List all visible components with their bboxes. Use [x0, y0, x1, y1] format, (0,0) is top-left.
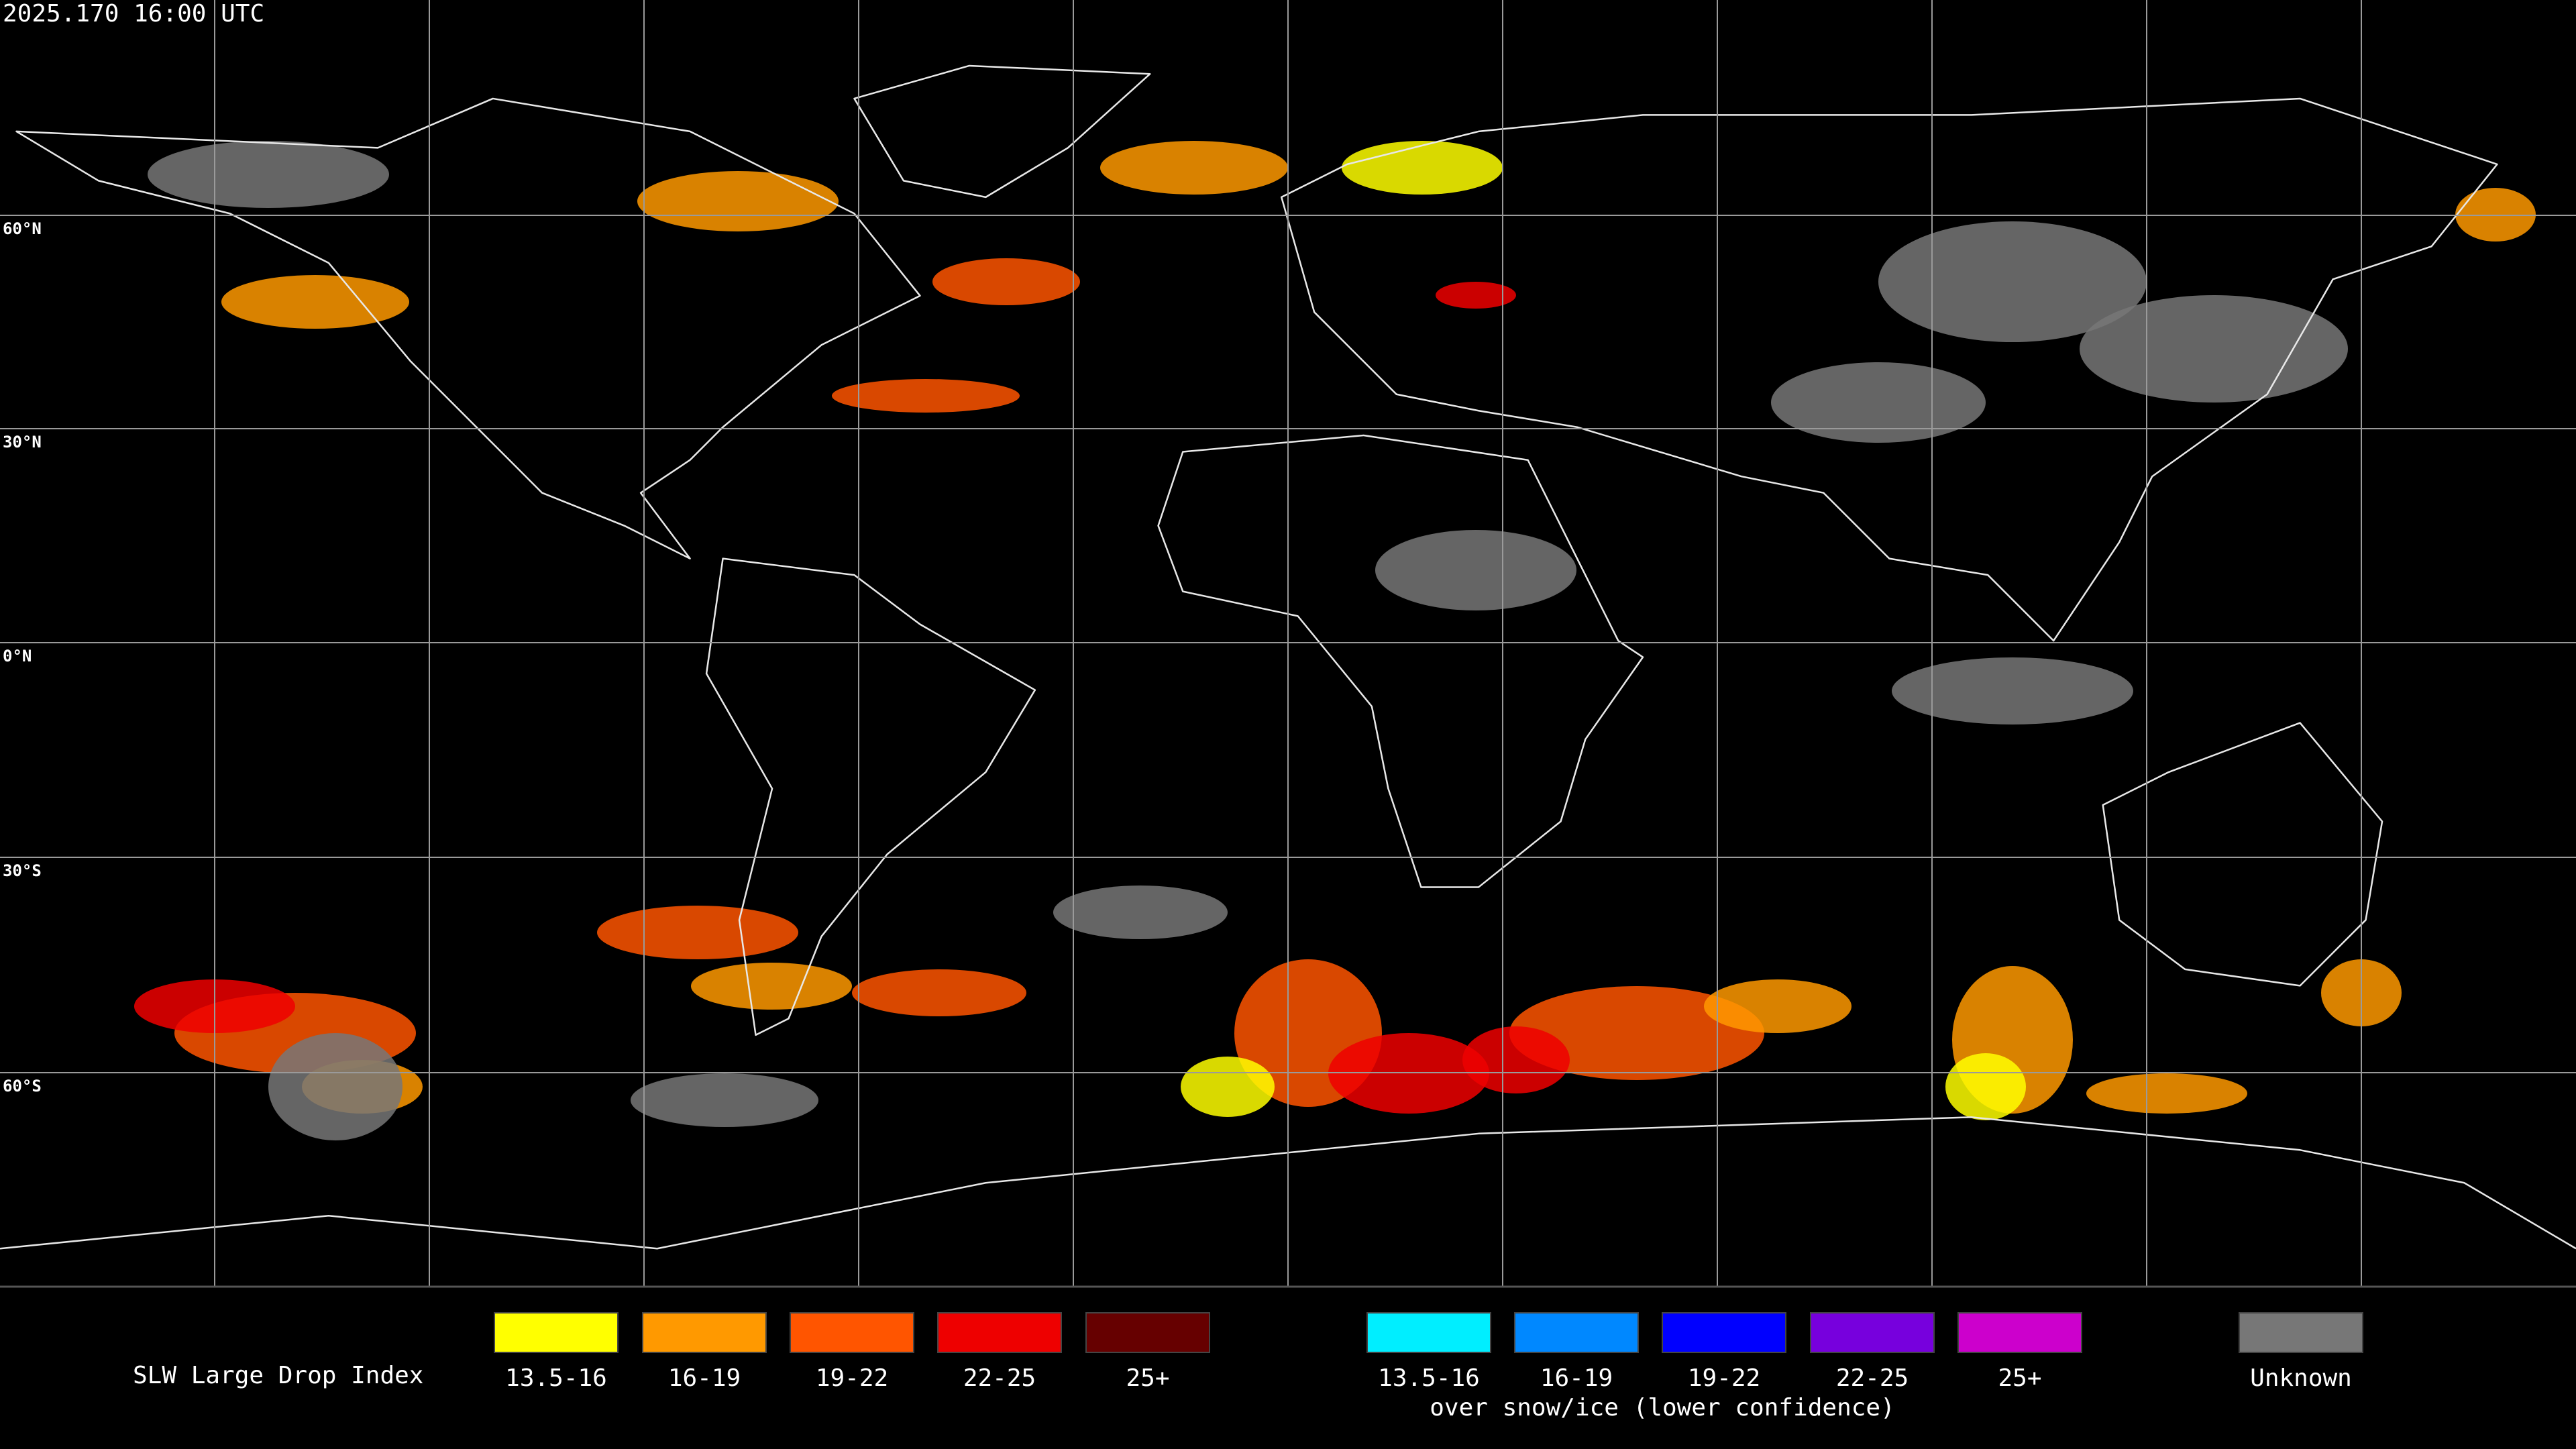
cloud-blob — [1053, 885, 1228, 939]
cloud-blob — [268, 1033, 402, 1140]
legend-swatch — [790, 1312, 914, 1353]
cloud-blob — [1945, 1053, 2026, 1120]
legend-swatch — [937, 1312, 1062, 1353]
cloud-field — [134, 141, 2536, 1140]
cloud-blob — [1509, 986, 1764, 1080]
legend-swatch — [1957, 1312, 2082, 1353]
cloud-blob — [932, 258, 1080, 305]
cloud-blob — [1436, 282, 1516, 309]
cloud-blob — [691, 963, 852, 1010]
cloud-blob — [148, 141, 389, 208]
coastlines — [0, 66, 2576, 1248]
graticule: 60°N 30°N 0°N 30°S 60°S — [0, 0, 2576, 1287]
legend-swatch — [1662, 1312, 1786, 1353]
cloud-blob — [1892, 657, 2133, 724]
eurasia — [1281, 99, 2497, 641]
legend-label: 19-22 — [816, 1364, 888, 1392]
cloud-blob — [1100, 141, 1288, 195]
timestamp: 2025.170 16:00 UTC — [3, 0, 264, 28]
latitude-label: 30°S — [3, 861, 42, 880]
south-america — [706, 559, 1035, 1035]
legend-swatch — [1085, 1312, 1210, 1353]
cloud-blob — [1181, 1057, 1275, 1117]
cloud-blob — [597, 906, 798, 959]
legend-swatch — [2239, 1312, 2363, 1353]
legend-label: 16-19 — [1540, 1364, 1613, 1392]
legend-title: SLW Large Drop Index — [133, 1362, 423, 1389]
cloud-blob — [2080, 295, 2348, 402]
cloud-blob — [832, 379, 1020, 413]
africa — [1159, 435, 1643, 887]
legend-label: 22-25 — [963, 1364, 1036, 1392]
snow-note: over snow/ice (lower confidence) — [1430, 1394, 1895, 1421]
cloud-blob — [2086, 1073, 2247, 1114]
legend-label: 25+ — [1126, 1364, 1169, 1392]
legend-label: 16-19 — [668, 1364, 741, 1392]
cloud-blob — [221, 275, 409, 329]
cloud-blob — [1878, 221, 2147, 342]
cloud-blob — [631, 1073, 818, 1127]
cloud-blob — [852, 969, 1026, 1016]
legend: 13.5-16 16-19 19-22 22-25 25+ 13.5-16 16-19 19-… — [494, 1312, 2363, 1392]
legend-label: 13.5-16 — [1378, 1364, 1480, 1392]
australia — [2103, 723, 2382, 986]
legend-label: 13.5-16 — [505, 1364, 607, 1392]
legend-swatch — [1810, 1312, 1935, 1353]
cloud-blob — [1462, 1026, 1570, 1093]
cloud-blob — [1704, 979, 1851, 1033]
latitude-label: 60°N — [3, 219, 42, 238]
latitude-label: 30°N — [3, 433, 42, 451]
cloud-blob — [637, 171, 839, 231]
cloud-blob — [1342, 141, 1503, 195]
latitude-label: 0°N — [3, 647, 32, 665]
legend-label: 22-25 — [1836, 1364, 1909, 1392]
antarctica — [0, 1117, 2576, 1248]
legend-label: 25+ — [1998, 1364, 2041, 1392]
cloud-blob — [1771, 362, 1986, 443]
legend-swatch — [1514, 1312, 1639, 1353]
legend-swatch — [1366, 1312, 1491, 1353]
legend-swatch — [642, 1312, 767, 1353]
legend-swatch — [494, 1312, 619, 1353]
latitude-label: 60°S — [3, 1077, 42, 1095]
north-america — [16, 99, 920, 559]
legend-label: 19-22 — [1688, 1364, 1760, 1392]
cloud-blob — [1375, 530, 1576, 610]
greenland — [854, 66, 1150, 197]
legend-label: Unknown — [2250, 1364, 2352, 1392]
